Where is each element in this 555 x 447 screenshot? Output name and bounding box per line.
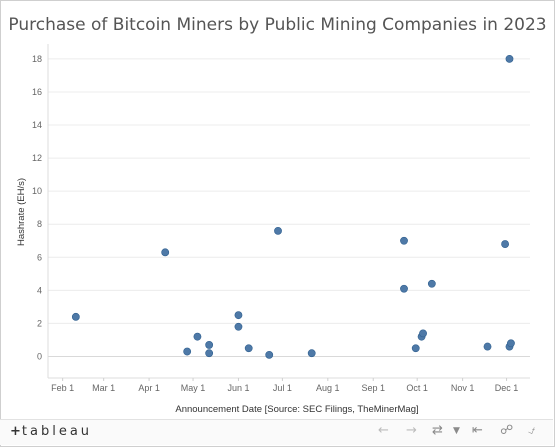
data-point[interactable] [501,240,509,248]
data-point[interactable] [411,344,420,353]
chart-title: Purchase of Bitcoin Miners by Public Min… [8,15,547,35]
data-point[interactable] [505,54,514,63]
y-axis-ticks: 0 2 4 6 8 10 12 14 16 18 [32,54,42,362]
tableau-plus-mark: + [10,424,22,439]
data-point[interactable] [400,236,408,245]
data-point[interactable] [161,248,170,257]
data-points [71,54,515,359]
y-tick-label: 18 [32,54,42,64]
y-tick-label: 16 [32,87,42,97]
data-point[interactable] [274,226,282,235]
x-tick-label: Jul 1 [273,383,292,393]
x-tick-label: Aug 1 [316,383,340,393]
y-tick-label: 12 [32,153,42,163]
scatter-chart: 0 2 4 6 8 10 12 14 16 18 Feb 1 Mar 1 Apr 1 May 1 Jun … [16,44,530,415]
data-point[interactable] [244,344,253,353]
refresh-icon[interactable]: ⇤ [472,423,483,438]
tableau-wordmark: tableau [21,424,93,439]
data-point[interactable] [205,349,214,358]
data-point[interactable] [234,311,243,320]
y-tick-label: 2 [37,318,42,328]
redo-icon[interactable]: → [406,423,417,438]
tableau-logo[interactable]: +tableau [10,424,92,439]
x-tick-label: Feb 1 [51,383,74,393]
y-tick-label: 0 [37,352,42,362]
revert-icon[interactable]: ⇄ [432,423,443,438]
y-tick-label: 6 [37,252,42,262]
data-point[interactable] [307,349,316,358]
data-point[interactable] [234,322,243,331]
gridlines [47,44,530,379]
x-tick-label: Apr 1 [138,383,160,393]
data-point[interactable] [183,347,192,356]
y-tick-label: 8 [37,219,42,229]
x-tick-label: Oct 1 [406,383,428,393]
share-icon[interactable]: ☍ [500,423,514,438]
y-axis-title: Hashrate (EH/s) [16,178,27,246]
undo-icon[interactable]: ← [378,423,389,438]
data-point[interactable] [205,341,214,349]
tableau-toolbar: +tableau ← → ⇄ ▼ ⇤ ☍ ⍻ [0,419,553,445]
y-tick-label: 4 [37,285,42,295]
data-point[interactable] [427,279,436,288]
download-icon[interactable]: ⍻ [528,423,536,438]
chevron-down-icon[interactable]: ▼ [453,426,460,436]
x-tick-label: Mar 1 [92,383,115,393]
y-tick-label: 10 [32,186,42,196]
x-axis-title: Announcement Date [Source: SEC Filings, … [175,404,418,415]
x-tick-label: Jun 1 [227,383,249,393]
x-axis-ticks: Feb 1 Mar 1 Apr 1 May 1 Jun 1 Jul 1 Aug 1 Sep 1… [51,378,518,393]
data-point[interactable] [265,350,274,359]
data-point[interactable] [193,332,202,341]
data-point[interactable] [483,342,492,351]
x-tick-label: Sep 1 [361,383,385,393]
x-tick-label: Dec 1 [495,383,519,393]
data-point[interactable] [400,284,408,293]
x-tick-label: May 1 [181,383,206,393]
data-point[interactable] [419,329,427,338]
y-tick-label: 14 [32,120,42,130]
x-tick-label: Nov 1 [451,383,475,393]
data-point[interactable] [71,312,80,321]
data-point[interactable] [507,339,515,348]
